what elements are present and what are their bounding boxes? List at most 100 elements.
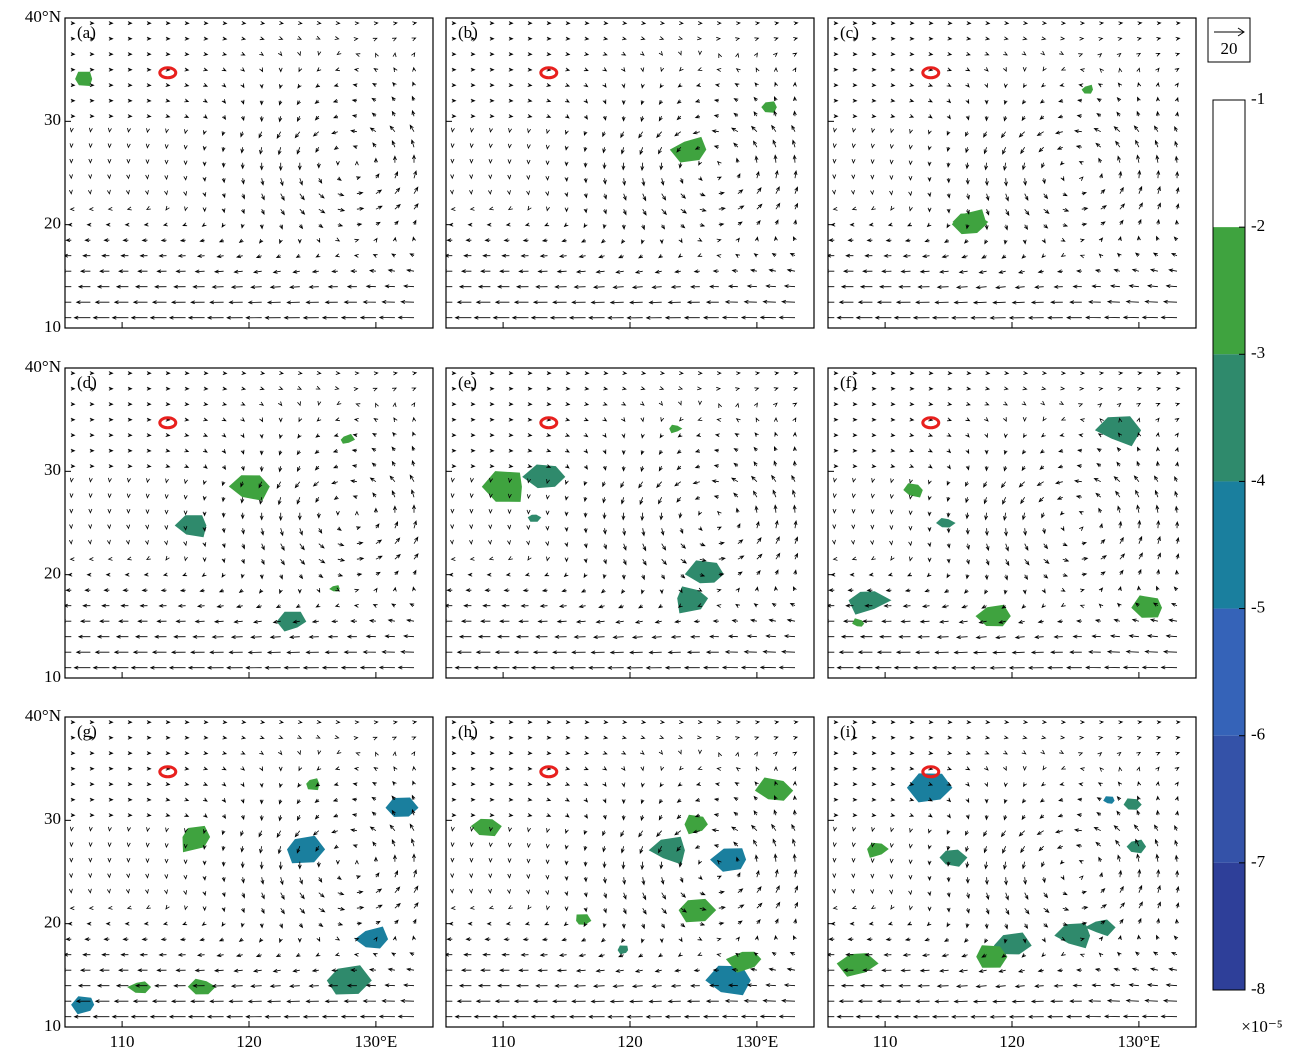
wind-vector <box>90 449 94 452</box>
wind-vector <box>128 128 131 132</box>
wind-vector <box>714 620 719 623</box>
wind-vector <box>313 969 319 972</box>
wind-vector <box>794 521 797 528</box>
wind-vector <box>1136 141 1139 148</box>
shading <box>903 483 923 497</box>
wind-vector <box>357 207 363 210</box>
wind-vector <box>203 465 207 469</box>
wind-vector <box>109 37 113 40</box>
wind-vector <box>242 372 246 375</box>
wind-vector <box>1080 372 1084 375</box>
wind-vector <box>736 372 740 375</box>
wind-vector <box>401 999 414 1002</box>
wind-vector <box>602 938 606 942</box>
wind-vector <box>546 783 550 786</box>
wind-vector <box>700 193 705 196</box>
wind-vector <box>853 53 857 56</box>
wind-vector <box>183 223 187 226</box>
wind-vector <box>508 858 511 862</box>
wind-vector <box>128 372 132 375</box>
wind-vector <box>528 387 532 390</box>
wind-vector <box>1032 301 1044 304</box>
wind-vector <box>471 128 474 132</box>
wind-vector <box>1118 587 1121 591</box>
wind-vector <box>1127 999 1139 1002</box>
wind-vector <box>916 301 929 304</box>
wind-vector <box>335 238 339 241</box>
wind-vector <box>297 147 300 154</box>
wind-vector <box>782 999 795 1002</box>
wind-vector <box>754 797 758 801</box>
shading <box>936 518 956 528</box>
wind-vector <box>872 814 876 817</box>
wind-vector <box>940 270 949 273</box>
wind-vector <box>717 69 721 72</box>
wind-vector <box>736 753 739 757</box>
wind-vector <box>793 752 797 755</box>
wind-vector <box>737 419 741 423</box>
wind-vector <box>1042 721 1046 724</box>
wind-vector <box>490 783 494 786</box>
wind-vector <box>147 68 151 71</box>
wind-vector <box>471 207 475 210</box>
wind-vector <box>543 589 548 592</box>
wind-vector <box>337 177 341 180</box>
wind-vector <box>929 752 933 755</box>
wind-vector <box>280 528 283 535</box>
wind-vector <box>318 51 321 55</box>
wind-vector <box>1098 99 1102 102</box>
wind-vector <box>819 666 835 669</box>
wind-vector <box>376 404 379 408</box>
wind-vector <box>966 798 969 802</box>
wind-vector <box>1024 433 1027 437</box>
wind-vector <box>1019 482 1024 487</box>
wind-vector <box>882 620 891 623</box>
wind-vector <box>622 225 625 229</box>
wind-vector <box>260 225 263 229</box>
wind-vector <box>575 285 586 288</box>
wind-vector <box>260 451 263 455</box>
wind-vector <box>580 255 586 258</box>
wind-vector <box>1097 464 1101 467</box>
wind-vector <box>940 969 949 972</box>
wind-vector <box>314 132 319 136</box>
wind-vector <box>565 907 568 911</box>
wind-vector <box>126 223 130 226</box>
wind-vector <box>825 620 834 623</box>
wind-vector <box>891 905 894 909</box>
wind-vector <box>1044 923 1048 927</box>
wind-vector <box>565 418 569 421</box>
wind-vector <box>508 509 511 513</box>
wind-vector <box>928 558 931 562</box>
wind-vector <box>675 831 681 835</box>
wind-vector <box>685 316 700 319</box>
wind-vector <box>126 540 129 544</box>
wind-vector <box>795 886 798 893</box>
wind-vector <box>109 84 113 87</box>
wind-vector <box>947 814 950 818</box>
wind-vector <box>603 116 606 120</box>
panel-frame <box>65 18 433 328</box>
wind-vector <box>966 924 969 928</box>
wind-vector <box>1099 604 1103 608</box>
wind-vector <box>623 877 626 884</box>
wind-vector <box>603 815 606 819</box>
wind-vector <box>261 908 264 913</box>
wind-vector <box>490 22 494 25</box>
wind-vector <box>547 207 550 211</box>
wind-vector <box>891 372 895 375</box>
wind-vector <box>639 255 643 258</box>
wind-vector <box>88 573 92 576</box>
wind-vector <box>407 968 414 971</box>
wind-vector <box>547 403 551 406</box>
wind-vector <box>1022 751 1026 754</box>
wind-vector <box>222 814 225 818</box>
wind-vector <box>857 316 873 319</box>
wind-vector <box>669 1000 681 1003</box>
wind-vector <box>317 67 321 71</box>
wind-vector <box>890 510 893 514</box>
wind-vector <box>1004 736 1008 739</box>
wind-vector <box>584 131 587 135</box>
wind-vector <box>666 1015 681 1018</box>
wind-vector <box>715 845 719 848</box>
